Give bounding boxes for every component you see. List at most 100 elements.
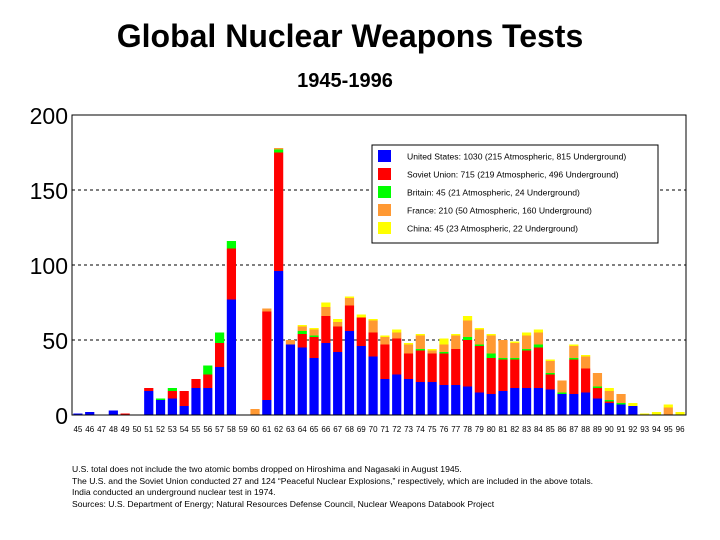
- bar-us-1990: [604, 403, 614, 415]
- bar-france-1966: [321, 307, 331, 316]
- bar-britain-1953: [167, 388, 177, 391]
- bar-soviet-1969: [356, 317, 366, 346]
- x-tick-label: 86: [558, 425, 567, 434]
- x-tick-label: 95: [664, 425, 673, 434]
- legend-swatch-us: [378, 150, 391, 162]
- bar-soviet-1972: [392, 338, 402, 375]
- bar-soviet-1980: [486, 358, 496, 394]
- x-tick-label: 64: [298, 425, 307, 434]
- bar-soviet-1958: [226, 248, 237, 300]
- bar-soviet-1955: [191, 379, 201, 388]
- bar-britain-1983: [521, 349, 532, 351]
- bar-france-1973: [403, 344, 414, 354]
- x-tick-label: 79: [475, 425, 484, 434]
- bar-britain-1987: [569, 358, 579, 360]
- x-tick-label: 65: [310, 425, 319, 434]
- x-tick-label: 46: [85, 425, 94, 434]
- bar-britain-1976: [439, 352, 449, 354]
- plot-frame: [71, 114, 687, 416]
- bar-france-1962: [274, 148, 284, 150]
- bar-france-1995: [663, 407, 673, 415]
- x-tick-label: 88: [581, 425, 590, 434]
- legend-label-china: China: 45 (23 Atmospheric, 22 Undergroun…: [407, 224, 578, 234]
- x-tick-label: 77: [451, 425, 460, 434]
- bar-us-1975: [427, 382, 437, 415]
- x-tick-label: 50: [132, 425, 141, 434]
- bar-soviet-1949: [120, 413, 130, 415]
- legend-swatch-britain: [378, 186, 391, 198]
- bar-soviet-1965: [309, 337, 319, 358]
- bar-china-1980: [486, 334, 496, 336]
- x-tick-label: 56: [203, 425, 212, 434]
- bar-britain-1980: [486, 353, 496, 358]
- bar-soviet-1966: [321, 316, 331, 343]
- bar-france-1987: [569, 346, 579, 358]
- x-tick-label: 78: [463, 425, 472, 434]
- bar-britain-1965: [309, 335, 319, 337]
- bar-soviet-1979: [474, 346, 484, 393]
- y-tick-label: 200: [30, 103, 68, 129]
- bar-china-1985: [545, 359, 555, 361]
- bar-soviet-1985: [545, 374, 555, 390]
- bar-france-1978: [462, 320, 473, 337]
- bar-china-1968: [344, 296, 355, 298]
- bar-france-1988: [581, 356, 591, 369]
- bar-france-1964: [297, 326, 307, 331]
- bar-us-1958: [226, 299, 237, 415]
- bar-soviet-1951: [144, 388, 154, 391]
- bar-soviet-1987: [569, 359, 579, 394]
- bar-us-1954: [179, 406, 189, 415]
- bar-us-1961: [262, 400, 272, 415]
- bar-us-1965: [309, 358, 319, 415]
- bar-france-1963: [285, 340, 296, 345]
- bar-us-1973: [403, 379, 414, 415]
- bar-us-1948: [108, 410, 118, 415]
- bar-soviet-1973: [403, 353, 414, 379]
- bar-us-1972: [392, 374, 402, 415]
- bar-britain-1956: [203, 365, 213, 375]
- bar-france-1990: [604, 391, 614, 400]
- bar-us-1963: [285, 344, 296, 415]
- bar-us-1985: [545, 389, 555, 415]
- bar-us-1967: [333, 352, 343, 415]
- bar-china-1977: [451, 334, 461, 336]
- bar-soviet-1962: [274, 152, 284, 271]
- bar-us-1956: [203, 388, 213, 415]
- bar-france-1971: [380, 337, 390, 345]
- x-tick-label: 67: [333, 425, 342, 434]
- bar-china-1984: [533, 329, 544, 333]
- bar-china-1987: [569, 344, 579, 346]
- x-tick-label: 58: [227, 425, 236, 434]
- bar-us-1952: [155, 400, 166, 415]
- bar-us-1979: [474, 392, 484, 415]
- bar-france-1974: [415, 335, 425, 349]
- bar-china-1967: [333, 319, 343, 322]
- y-axis: 0 50 100 150 200: [30, 103, 68, 429]
- bar-china-1976: [439, 338, 449, 345]
- x-tick-label: 54: [180, 425, 189, 434]
- bar-us-1982: [510, 388, 520, 415]
- bar-us-1988: [581, 392, 591, 415]
- bar-china-1988: [581, 355, 591, 357]
- bar-us-1945: [73, 413, 83, 415]
- bar-britain-1974: [415, 349, 425, 351]
- x-tick-label: 73: [404, 425, 413, 434]
- footnote: Sources: U.S. Department of Energy; Natu…: [72, 498, 495, 509]
- bar-soviet-1970: [368, 332, 378, 357]
- bar-china-1983: [521, 332, 532, 336]
- bar-soviet-1984: [533, 347, 544, 388]
- x-tick-label: 90: [605, 425, 614, 434]
- x-tick-label: 80: [487, 425, 496, 434]
- bar-china-1970: [368, 319, 378, 321]
- bar-britain-1952: [155, 398, 166, 400]
- x-tick-label: 96: [676, 425, 685, 434]
- bar-france-1979: [474, 329, 484, 345]
- x-tick-label: 71: [380, 425, 389, 434]
- x-tick-label: 59: [239, 425, 248, 434]
- bar-france-1972: [392, 332, 402, 339]
- bar-soviet-1978: [462, 340, 473, 387]
- x-tick-label: 81: [499, 425, 508, 434]
- bar-france-1975: [427, 350, 437, 354]
- legend-label-soviet: Soviet Union: 715 (219 Atmospheric, 496 …: [407, 170, 619, 180]
- x-tick-label: 85: [546, 425, 555, 434]
